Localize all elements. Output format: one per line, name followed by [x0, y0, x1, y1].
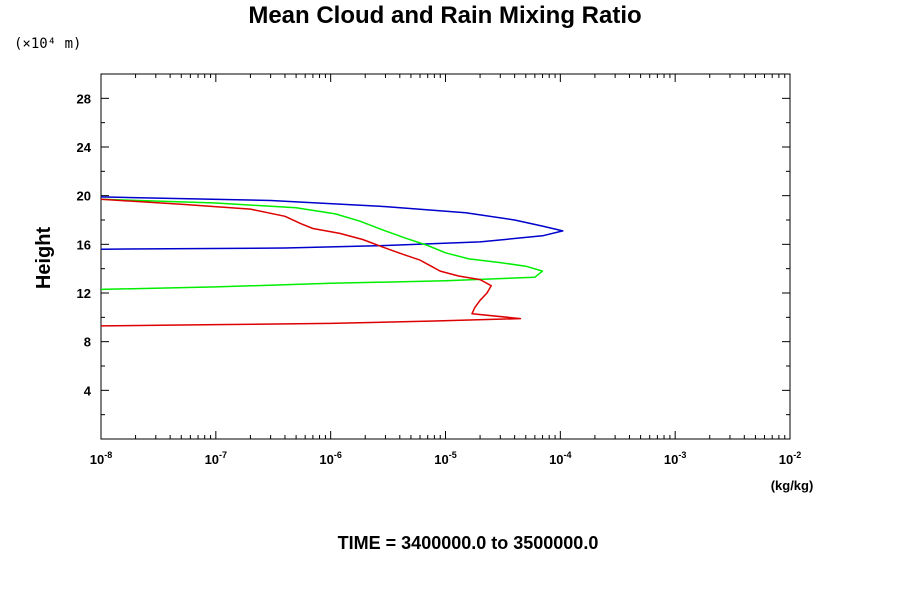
- y-tick-label: 28: [77, 91, 91, 106]
- x-tick-label: 10-2: [779, 450, 801, 467]
- series-line-2: [100, 198, 544, 291]
- x-tick-label: 10-4: [549, 450, 571, 467]
- x-tick-label: 10-8: [90, 450, 112, 467]
- x-tick-label: 10-3: [664, 450, 686, 467]
- x-tick-label: 10-6: [319, 450, 341, 467]
- chart-title: Mean Cloud and Rain Mixing Ratio: [248, 2, 641, 29]
- series-line-1: [100, 196, 564, 250]
- y-unit-note: (×10⁴ m): [14, 36, 81, 52]
- y-tick-label: 24: [77, 140, 92, 155]
- x-tick-label: 10-5: [434, 450, 456, 467]
- y-tick-label: 16: [77, 237, 91, 252]
- y-tick-label: 20: [77, 189, 91, 204]
- series-line-3: [100, 198, 522, 327]
- plot-frame: [100, 73, 791, 440]
- y-tick-label: 12: [77, 286, 91, 301]
- x-axis-unit: (kg/kg): [771, 478, 814, 493]
- time-footer: TIME = 3400000.0 to 3500000.0: [338, 533, 599, 553]
- y-tick-label: 8: [84, 335, 91, 350]
- x-tick-label: 10-7: [205, 450, 227, 467]
- y-axis-label: Height: [33, 227, 55, 290]
- plot-area: 4 8 12 16 20 24 28 10-8 10-7 10-6 10-5 10-4 10-3 10-2: [77, 73, 801, 467]
- y-tick-label: 4: [84, 383, 92, 398]
